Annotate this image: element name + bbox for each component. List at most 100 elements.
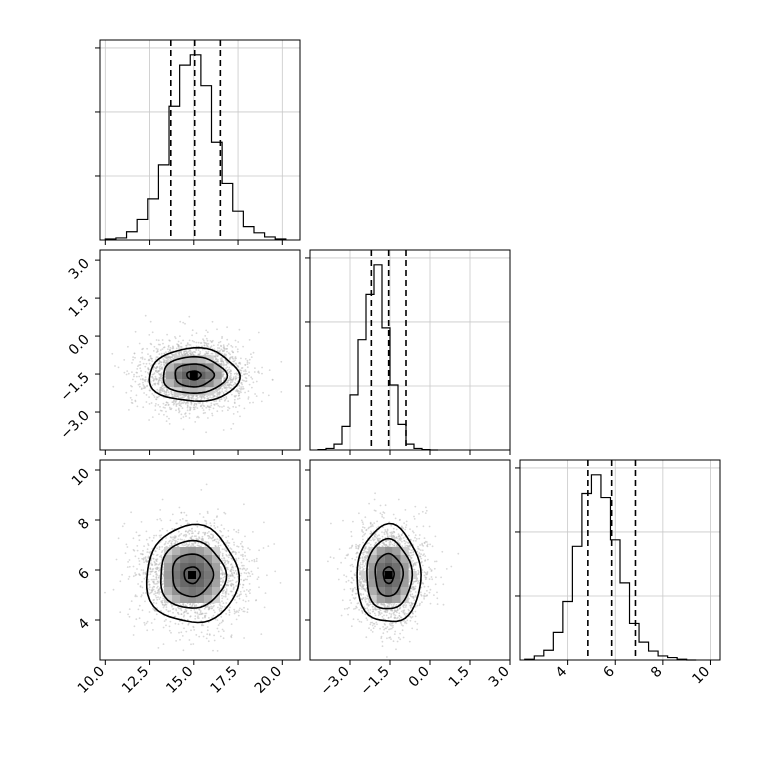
scatter-point: [132, 358, 135, 361]
scatter-point: [197, 542, 200, 544]
scatter-point: [224, 390, 227, 392]
scatter-point: [182, 603, 184, 606]
scatter-point: [162, 643, 165, 645]
scatter-point: [244, 364, 247, 366]
scatter-point: [234, 569, 237, 572]
scatter-point: [146, 384, 149, 387]
scatter-point: [158, 534, 161, 537]
scatter-point: [141, 609, 144, 612]
scatter-point: [247, 390, 250, 393]
scatter-point: [205, 522, 208, 525]
scatter-point: [163, 386, 166, 389]
scatter-point: [222, 637, 225, 640]
scatter-point: [171, 387, 174, 389]
scatter-point: [199, 352, 202, 355]
contour-level: [148, 346, 241, 403]
scatter-point: [180, 631, 183, 634]
scatter-point: [228, 366, 231, 369]
scatter-point: [239, 363, 242, 365]
scatter-point: [171, 608, 174, 610]
scatter-point: [246, 608, 249, 611]
scatter-point: [247, 547, 250, 549]
scatter-point: [204, 335, 207, 337]
scatter-point: [250, 353, 252, 356]
scatter-point: [144, 314, 147, 317]
scatter-point: [232, 422, 235, 425]
scatter-point: [134, 330, 137, 333]
scatter-point: [153, 582, 156, 585]
scatter-point: [227, 409, 229, 412]
scatter-point: [230, 557, 233, 560]
scatter-point: [217, 347, 219, 349]
scatter-point: [141, 586, 144, 589]
scatter-point: [251, 559, 253, 562]
scatter-point: [231, 579, 234, 582]
scatter-point: [168, 544, 171, 547]
scatter-point: [228, 609, 231, 611]
scatter-point: [160, 361, 163, 364]
scatter-point: [240, 382, 243, 384]
scatter-point: [250, 376, 253, 379]
scatter-point: [203, 607, 206, 610]
scatter-point: [153, 366, 155, 368]
scatter-point: [228, 577, 231, 580]
scatter-point: [142, 571, 145, 574]
scatter-point: [230, 568, 233, 571]
scatter-point: [177, 538, 180, 541]
scatter-point: [224, 398, 227, 401]
scatter-point: [222, 344, 225, 347]
scatter-point: [162, 388, 165, 391]
scatter-point: [219, 349, 222, 352]
scatter-point: [243, 590, 246, 592]
scatter-point: [159, 405, 161, 408]
scatter-point: [186, 409, 189, 412]
scatter-point: [219, 340, 222, 343]
scatter-point: [240, 375, 243, 377]
scatter-point: [175, 352, 177, 354]
scatter-point: [201, 539, 203, 541]
scatter-point: [239, 567, 242, 570]
scatter-point: [191, 353, 194, 355]
scatter-point: [221, 581, 224, 584]
scatter-point: [219, 566, 222, 569]
scatter-point: [159, 567, 162, 569]
scatter-point: [225, 353, 228, 356]
scatter-point: [247, 396, 250, 398]
scatter-point: [181, 544, 184, 546]
scatter-point: [182, 428, 185, 431]
contour-level: [174, 363, 216, 388]
scatter-point: [127, 345, 129, 348]
scatter-point: [205, 612, 208, 615]
scatter-point: [145, 394, 148, 396]
scatter-point: [136, 405, 139, 408]
scatter-point: [241, 586, 244, 589]
scatter-point: [274, 570, 277, 573]
scatter-point: [246, 568, 249, 570]
scatter-point: [167, 351, 170, 353]
scatter-point: [151, 376, 153, 378]
scatter-point: [241, 555, 244, 558]
scatter-point: [180, 613, 183, 616]
scatter-point: [222, 429, 225, 431]
scatter-point: [174, 539, 177, 542]
scatter-point: [245, 569, 247, 572]
scatter-point: [216, 349, 219, 352]
scatter-point: [248, 583, 251, 585]
scatter-point: [134, 555, 137, 558]
scatter-point: [151, 539, 154, 542]
scatter-point: [202, 412, 205, 415]
scatter-point: [143, 385, 146, 388]
scatter-point: [220, 621, 223, 624]
scatter-point: [237, 398, 239, 400]
scatter-point: [255, 560, 258, 562]
scatter-point: [198, 635, 201, 638]
scatter-point: [221, 605, 224, 608]
scatter-point: [244, 380, 247, 383]
scatter-point: [210, 402, 213, 405]
scatter-point: [223, 377, 226, 380]
scatter-point: [123, 359, 126, 361]
scatter-point: [199, 401, 202, 404]
scatter-point: [152, 578, 155, 581]
scatter-point: [180, 405, 183, 408]
